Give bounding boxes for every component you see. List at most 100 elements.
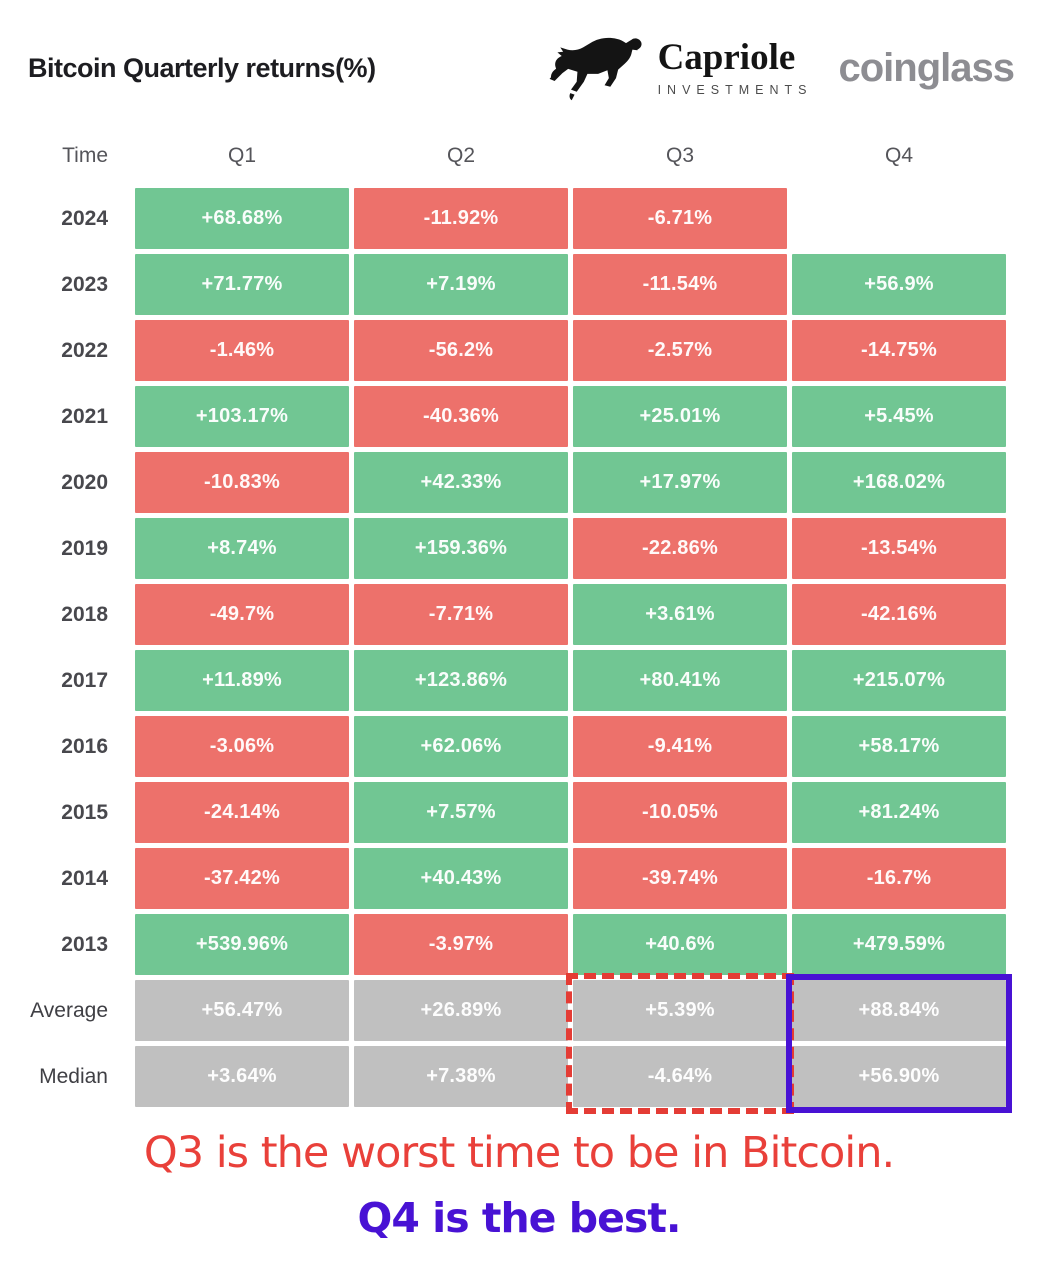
column-header-q2: Q2 [446,144,475,167]
row-label: 2016 [61,734,108,758]
cell-2017-Q4: +215.07% [792,650,1006,711]
returns-table: Time Q1 Q2 Q3 Q4 2024 +68.68% -11.92% -6.71… [0,132,1012,1114]
table-row: Median +3.64% +7.38% -4.64% +56.90% [0,1046,1006,1107]
row-label: 2015 [61,800,108,824]
cell-Median-Q3: -4.64% [573,1046,787,1107]
cell-2018-Q1: -49.7% [135,584,349,645]
cell-2013-Q3: +40.6% [573,914,787,975]
cell-2019-Q4: -13.54% [792,518,1006,579]
cell-2015-Q4: +81.24% [792,782,1006,843]
leaping-horse-icon [546,27,646,110]
cell-2016-Q2: +62.06% [354,716,568,777]
table-row: 2017 +11.89% +123.86% +80.41% +215.07% [0,650,1006,711]
capriole-wordmark: Capriole INVESTMENTS [658,39,813,97]
row-label: 2024 [61,206,108,230]
cell-2018-Q3: +3.61% [573,584,787,645]
coinglass-logo: coinglass [838,45,1015,90]
capriole-subtitle: INVESTMENTS [657,83,813,97]
cell-2016-Q1: -3.06% [135,716,349,777]
cell-2020-Q4: +168.02% [792,452,1006,513]
cell-2013-Q4: +479.59% [792,914,1006,975]
best-quarter-caption: Q4 is the best. [357,1194,682,1242]
cell-2022-Q2: -56.2% [354,320,568,381]
cell-2014-Q1: -37.42% [135,848,349,909]
cell-2014-Q2: +40.43% [354,848,568,909]
cell-2019-Q2: +159.36% [354,518,568,579]
table-row: 2018 -49.7% -7.71% +3.61% -42.16% [0,584,1006,645]
table-row: 2024 +68.68% -11.92% -6.71% [0,188,1006,249]
row-label: 2023 [61,272,108,296]
row-label: 2020 [61,470,108,494]
cell-2020-Q2: +42.33% [354,452,568,513]
cell-2021-Q1: +103.17% [135,386,349,447]
page-title: Bitcoin Quarterly returns(%) [28,52,376,83]
cell-2024-Q3: -6.71% [573,188,787,249]
table-header-row: Time Q1 Q2 Q3 Q4 [0,132,1006,180]
table-row: Average +56.47% +26.89% +5.39% +88.84% [0,980,1006,1041]
capriole-name: Capriole [657,37,796,78]
table-body: 2024 +68.68% -11.92% -6.71% 2023 +71.77% +7.19… [0,188,1006,1107]
cell-2014-Q4: -16.7% [792,848,1006,909]
row-label: Average [30,998,108,1022]
cell-Median-Q1: +3.64% [135,1046,349,1107]
cell-2017-Q3: +80.41% [573,650,787,711]
column-header-q3: Q3 [665,144,694,167]
row-label: 2019 [61,536,108,560]
cell-2013-Q1: +539.96% [135,914,349,975]
row-label: 2013 [61,932,108,956]
table-row: 2020 -10.83% +42.33% +17.97% +168.02% [0,452,1006,513]
row-label: 2017 [61,668,108,692]
cell-2019-Q1: +8.74% [135,518,349,579]
table-row: 2019 +8.74% +159.36% -22.86% -13.54% [0,518,1006,579]
logo-group: Capriole INVESTMENTS coinglass [546,27,1015,110]
cell-Average-Q4: +88.84% [792,980,1006,1041]
cell-2017-Q1: +11.89% [135,650,349,711]
capriole-logo: Capriole INVESTMENTS [546,27,813,110]
row-label: 2022 [61,338,108,362]
cell-2021-Q3: +25.01% [573,386,787,447]
cell-2014-Q3: -39.74% [573,848,787,909]
table-row: 2022 -1.46% -56.2% -2.57% -14.75% [0,320,1006,381]
cell-2018-Q2: -7.71% [354,584,568,645]
row-label: Median [39,1064,108,1088]
table-row: 2021 +103.17% -40.36% +25.01% +5.45% [0,386,1006,447]
cell-2017-Q2: +123.86% [354,650,568,711]
column-header-q4: Q4 [884,144,913,167]
cell-2021-Q4: +5.45% [792,386,1006,447]
cell-2023-Q4: +56.9% [792,254,1006,315]
cell-2022-Q3: -2.57% [573,320,787,381]
cell-Average-Q2: +26.89% [354,980,568,1041]
cell-2020-Q1: -10.83% [135,452,349,513]
table-row: 2013 +539.96% -3.97% +40.6% +479.59% [0,914,1006,975]
table-row: 2023 +71.77% +7.19% -11.54% +56.9% [0,254,1006,315]
cell-Average-Q3: +5.39% [573,980,787,1041]
header-bar: Bitcoin Quarterly returns(%) Capriole IN… [28,22,1015,114]
cell-2019-Q3: -22.86% [573,518,787,579]
cell-2023-Q1: +71.77% [135,254,349,315]
row-label: 2018 [61,602,108,626]
cell-Median-Q2: +7.38% [354,1046,568,1107]
column-header-q1: Q1 [227,144,256,167]
cell-2022-Q1: -1.46% [135,320,349,381]
row-label: 2014 [61,866,108,890]
table-row: 2014 -37.42% +40.43% -39.74% -16.7% [0,848,1006,909]
cell-2024-Q2: -11.92% [354,188,568,249]
cell-Average-Q1: +56.47% [135,980,349,1041]
worst-quarter-caption: Q3 is the worst time to be in Bitcoin. [143,1128,895,1178]
table-row: 2016 -3.06% +62.06% -9.41% +58.17% [0,716,1006,777]
cell-2022-Q4: -14.75% [792,320,1006,381]
row-label: 2021 [61,404,108,428]
cell-2018-Q4: -42.16% [792,584,1006,645]
cell-2015-Q3: -10.05% [573,782,787,843]
cell-2013-Q2: -3.97% [354,914,568,975]
cell-2021-Q2: -40.36% [354,386,568,447]
cell-2024-Q1: +68.68% [135,188,349,249]
cell-2020-Q3: +17.97% [573,452,787,513]
column-header-time: Time [62,144,108,167]
cell-2023-Q2: +7.19% [354,254,568,315]
cell-Median-Q4: +56.90% [792,1046,1006,1107]
table-row: 2015 -24.14% +7.57% -10.05% +81.24% [0,782,1006,843]
cell-2024-Q4 [792,188,1006,249]
cell-2015-Q1: -24.14% [135,782,349,843]
